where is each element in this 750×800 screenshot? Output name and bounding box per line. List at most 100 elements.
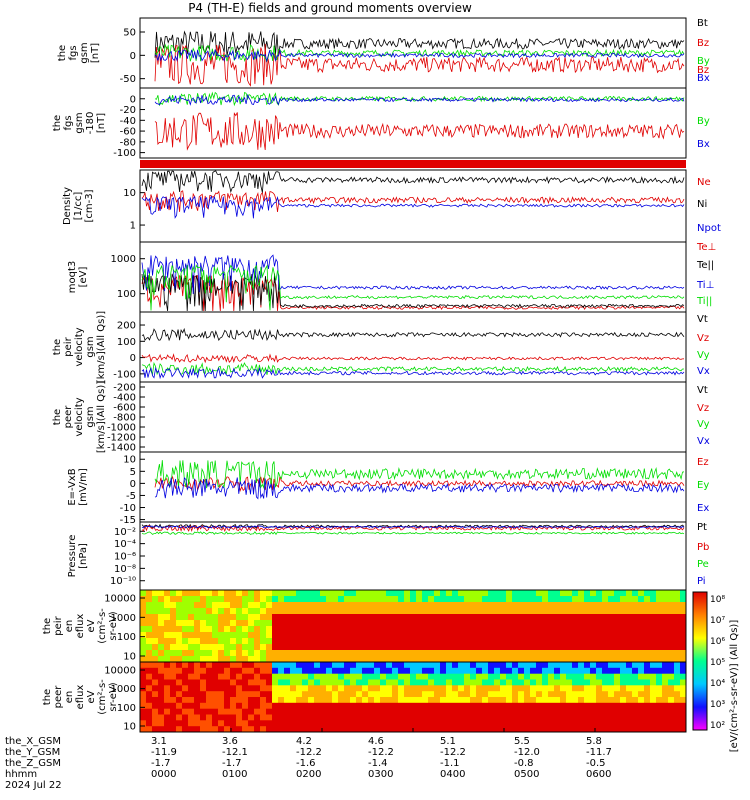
ytick-pressure-2: 10⁻⁶: [114, 552, 136, 563]
legend-peir_vel-3: Vx: [697, 366, 710, 377]
ylabel-temp-1: [eV]: [78, 267, 89, 288]
series-pressure-Pb: [141, 524, 685, 533]
ylabel-peir_vel-4: [km/s](All Qs)]: [96, 311, 107, 383]
xrow-0-6: 5.8: [586, 736, 602, 747]
series-fgs_avg-By: [154, 91, 685, 107]
ylabel-peer_vel-0: the: [52, 409, 63, 425]
ytick-efield-1: 5: [130, 467, 136, 478]
legend-pressure-0: Pt: [697, 522, 707, 533]
series-fgs-Bz: [154, 43, 685, 87]
ylabel-peer_eflux-5: (cm²-s-: [97, 679, 108, 715]
xrow-1-0: -11.9: [151, 747, 177, 758]
date-label: 2024 Jul 22: [5, 780, 62, 791]
ytick-temp-0: 1000: [111, 254, 136, 265]
ylabel-density-0: Density: [62, 187, 73, 225]
ytick-efield-0: 10: [123, 455, 136, 466]
ytick-peir_eflux-2: 100: [117, 632, 136, 643]
ytick-fgs_avg-4: -80: [120, 137, 136, 148]
xrow-0-5: 5.5: [514, 736, 530, 747]
xrow-3-2: 0200: [296, 769, 321, 780]
heatmap-peer_eflux: [140, 662, 687, 733]
ylabel-peer_eflux-2: en: [64, 691, 75, 704]
colorbar-tick-5: 10³: [710, 700, 725, 710]
ytick-peer_vel-5: -1200: [107, 433, 136, 444]
ylabel-fgs-2: gsm: [79, 42, 90, 63]
ytick-fgs_avg-2: -40: [120, 116, 136, 127]
xrow-1-1: -12.1: [222, 747, 248, 758]
ylabel-peer_eflux-6: sr-eV): [108, 682, 119, 711]
series-peir_vel-Vx: [141, 366, 685, 380]
series-temp-Te||: [141, 273, 685, 312]
ytick-fgs_avg-5: -100: [113, 148, 136, 159]
ytick-fgs_avg-1: -20: [120, 105, 136, 116]
legend-efield-2: Ex: [697, 503, 709, 514]
frame-temp: [139, 241, 687, 313]
ytick-temp-1: 100: [117, 289, 136, 300]
legend-fgs_avg-0: Bz: [697, 65, 709, 76]
ylabel-fgs_avg-2: gsm: [74, 112, 85, 133]
series-fgs-By: [154, 43, 685, 63]
frame-fgs: [139, 17, 687, 89]
ytick-fgs_avg-0: 0: [130, 94, 136, 105]
ytick-peir_vel-3: -100: [113, 369, 136, 380]
series-fgs-Bx: [154, 48, 685, 63]
legend-temp-3: Ti||: [696, 296, 712, 307]
colorbar-tick-4: 10⁴: [710, 679, 725, 689]
ylabel-peir_eflux-2: en: [64, 620, 75, 633]
ytick-efield-2: 0: [130, 479, 136, 490]
xrow-label-3: hhmm: [5, 769, 37, 780]
ytick-pressure-4: 10⁻¹⁰: [110, 576, 136, 587]
series-fgs-Bt: [154, 30, 685, 58]
xrow-1-5: -12.0: [514, 747, 540, 758]
xrow-2-3: -1.4: [368, 758, 388, 769]
legend-efield-0: Ez: [697, 457, 709, 468]
legend-fgs-2: By: [697, 56, 710, 67]
ylabel-fgs-0: the: [57, 45, 68, 61]
xrow-label-1: the_Y_GSM: [5, 747, 60, 758]
ylabel-peer_eflux-1: peer: [53, 685, 64, 709]
series-density-Npot: [141, 195, 685, 219]
legend-density-0: Ne: [697, 177, 711, 188]
legend-temp-2: Ti⊥: [696, 280, 714, 291]
ytick-efield-4: -10: [120, 503, 136, 514]
series-density-Ni: [141, 170, 685, 194]
xrow-3-4: 0400: [440, 769, 465, 780]
ylabel-pressure-1: [nPa]: [78, 543, 89, 569]
ytick-pressure-0: 10⁻²: [114, 527, 136, 538]
legend-fgs_avg-1: By: [697, 116, 710, 127]
legend-fgs_avg-2: Bx: [697, 139, 710, 150]
xrow-1-3: -12.2: [368, 747, 394, 758]
xrow-1-6: -11.7: [586, 747, 612, 758]
ytick-peer_eflux-0: 10000: [104, 666, 136, 677]
ylabel-peer_eflux-3: eflux: [75, 685, 86, 710]
ytick-fgs-2: -50: [120, 74, 136, 85]
colorbar: [692, 591, 708, 731]
ylabel-peer_vel-1: peer: [63, 405, 74, 429]
ytick-efield-3: -5: [126, 491, 136, 502]
legend-density-1: Ni: [697, 199, 707, 210]
ytick-peer_eflux-3: 10: [123, 722, 136, 733]
series-temp-Ti||: [141, 264, 685, 311]
ytick-peer_vel-3: -800: [113, 413, 136, 424]
series-density-Ne: [141, 190, 685, 213]
series-fgs_avg-Bz: [154, 112, 685, 151]
ytick-peer_eflux-2: 100: [117, 703, 136, 714]
ylabel-peir_eflux-0: the: [42, 618, 53, 634]
ytick-peir_eflux-0: 10000: [104, 594, 136, 605]
xrow-0-1: 3.6: [222, 736, 238, 747]
ytick-pressure-3: 10⁻⁸: [114, 564, 136, 575]
legend-fgs-0: Bt: [697, 18, 708, 29]
frame-fgs_avg: [139, 87, 687, 159]
xrow-1-2: -12.2: [296, 747, 322, 758]
ytick-fgs_avg-3: -60: [120, 127, 136, 138]
legend-peer_vel-3: Vx: [697, 436, 710, 447]
series-efield-Ez: [154, 475, 685, 493]
ylabel-peir_eflux-1: peir: [53, 615, 64, 635]
ytick-density-0: 10: [123, 188, 136, 199]
ylabel-efield-0: E=-VxB: [67, 468, 78, 505]
ylabel-peir_eflux-6: sr-eV): [108, 611, 119, 640]
xrow-3-5: 0500: [514, 769, 539, 780]
legend-pressure-1: Pb: [697, 542, 709, 553]
ylabel-peir_eflux-5: (cm²-s-: [97, 608, 108, 644]
